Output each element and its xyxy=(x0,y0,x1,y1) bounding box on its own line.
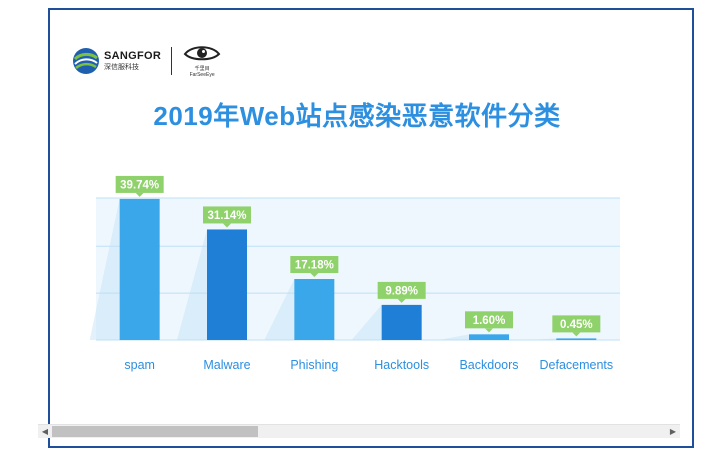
bars xyxy=(89,198,597,340)
partner-en-name: FarSeeEye xyxy=(189,72,215,78)
scroll-thumb[interactable] xyxy=(52,426,258,437)
value-label-text: 17.18% xyxy=(295,260,334,272)
bar-shadow xyxy=(439,334,469,340)
value-labels: 39.74% 31.14% 17.18% 9.89% 1.60% 0.45% xyxy=(115,175,601,337)
bar-shadow xyxy=(264,279,295,340)
bar-phishing xyxy=(294,279,335,340)
bar-spam xyxy=(119,198,160,340)
plot-background xyxy=(96,198,620,340)
category-label: spam xyxy=(124,358,155,372)
value-label: 0.45% xyxy=(552,315,601,337)
category-label: Phishing xyxy=(290,358,338,372)
category-label: Defacements xyxy=(540,358,614,372)
scroll-left-arrow-icon[interactable]: ◀ xyxy=(41,427,49,436)
partner-logo-block: 千里目 FarSeeEye xyxy=(182,44,222,78)
value-label-text: 1.60% xyxy=(473,315,506,327)
bar-malware xyxy=(207,229,247,340)
value-label: 17.18% xyxy=(290,256,339,278)
bar-shadow xyxy=(351,304,382,340)
scroll-right-arrow-icon[interactable]: ▶ xyxy=(669,427,677,436)
brand-name: SANGFOR xyxy=(104,50,162,62)
value-label-text: 0.45% xyxy=(560,319,593,331)
sangfor-logo-icon xyxy=(73,48,99,74)
gridlines xyxy=(96,197,620,341)
category-label: Backdoors xyxy=(459,358,518,372)
chart-title: 2019年Web站点感染恶意软件分类 xyxy=(153,101,561,131)
bar-shadow xyxy=(89,198,120,340)
bar-defacements xyxy=(556,338,597,340)
brand-subname: 深信服科技 xyxy=(104,64,139,71)
value-label: 39.74% xyxy=(115,175,164,197)
value-label: 31.14% xyxy=(203,206,251,228)
value-label-text: 9.89% xyxy=(385,285,418,297)
bar-hacktools xyxy=(381,304,422,340)
brand-separator xyxy=(171,47,173,75)
value-label-text: 39.74% xyxy=(120,179,159,191)
horizontal-scrollbar[interactable]: ◀ ▶ xyxy=(38,424,680,438)
bar-backdoors xyxy=(469,334,509,340)
value-label: 9.89% xyxy=(377,281,426,303)
value-label-text: 31.14% xyxy=(207,210,246,222)
partner-subname: 千里目 xyxy=(194,66,210,72)
category-label: Hacktools xyxy=(374,358,429,372)
bar-shadow xyxy=(526,338,557,340)
value-label: 1.60% xyxy=(465,311,513,333)
category-labels: spam Malware Phishing Hacktools Backdoors Def… xyxy=(124,358,613,372)
category-label: Malware xyxy=(203,358,250,372)
brand-header: SANGFOR 深信服科技 千里目 FarSeeEye xyxy=(72,44,222,78)
eye-logo-icon xyxy=(183,46,221,61)
bar-shadow xyxy=(177,229,207,340)
